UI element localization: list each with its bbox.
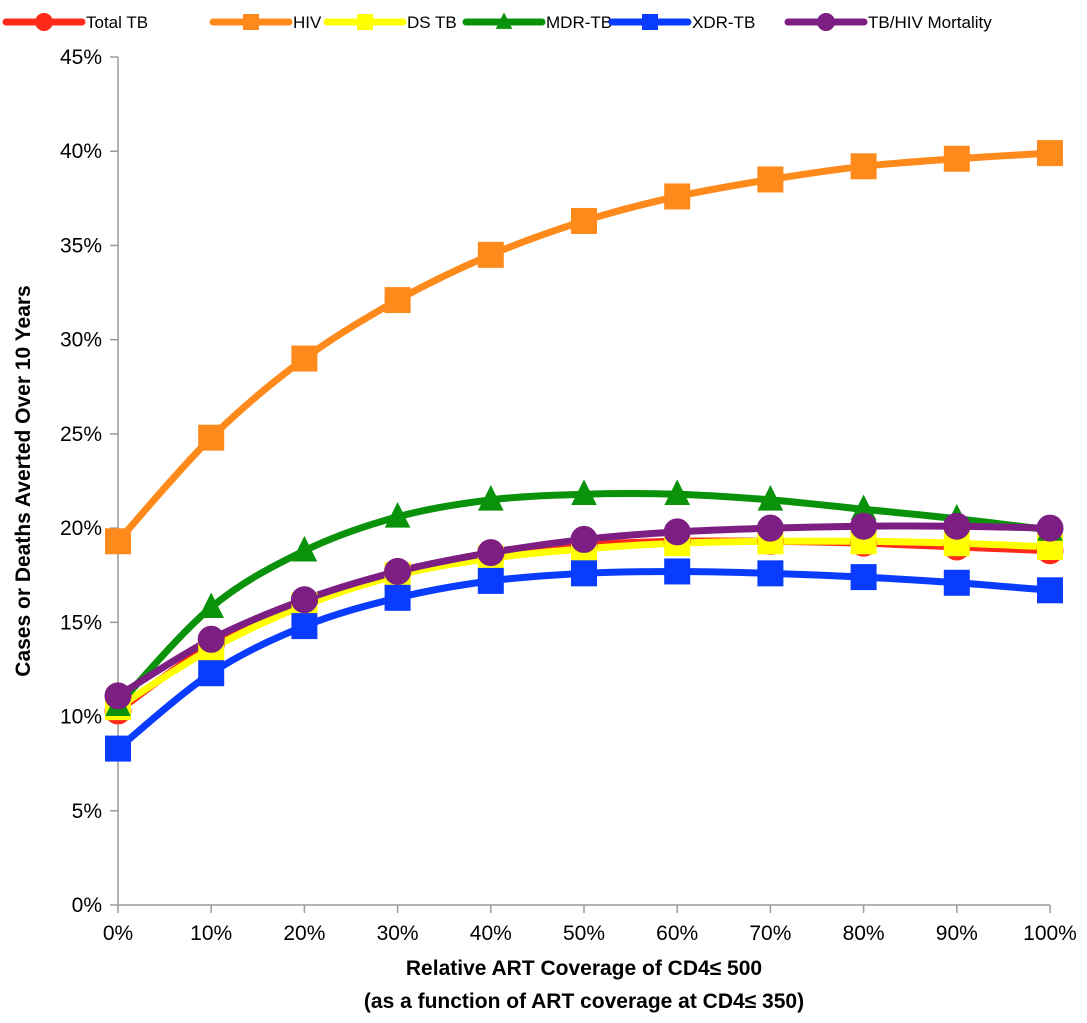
legend-marker bbox=[495, 12, 513, 29]
x-tick-label: 20% bbox=[283, 922, 325, 945]
legend-label: TB/HIV Mortality bbox=[868, 13, 992, 32]
legend-label: HIV bbox=[293, 13, 322, 32]
data-point-xdr-tb bbox=[850, 564, 877, 591]
x-tick-label: 60% bbox=[656, 922, 698, 945]
data-point-xdr-tb bbox=[105, 735, 131, 762]
x-axis-title-line1: Relative ART Coverage of CD4≤ 500 bbox=[406, 957, 762, 980]
y-tick-label: 35% bbox=[60, 234, 102, 257]
y-tick-label: 15% bbox=[60, 611, 102, 634]
x-tick-label: 30% bbox=[377, 922, 419, 945]
data-point-hiv bbox=[664, 183, 691, 210]
legend-label: MDR-TB bbox=[546, 13, 612, 32]
data-point-xdr-tb bbox=[477, 567, 504, 594]
data-point-xdr-tb bbox=[571, 560, 597, 587]
legend-item-ds-tb: DS TB bbox=[323, 13, 457, 32]
x-tick-label: 100% bbox=[1023, 922, 1077, 945]
series-line-hiv bbox=[114, 149, 1054, 545]
series-lines bbox=[114, 149, 1054, 753]
x-tick-label: 80% bbox=[843, 922, 885, 945]
x-ticks: 0% 10% 20% 30% 40% 50% 60% 70% 80% 90% 100% bbox=[103, 905, 1077, 945]
legend-marker bbox=[243, 14, 259, 30]
legend-item-hiv: HIV bbox=[209, 13, 322, 32]
legend-item-total-tb: Total TB bbox=[2, 13, 148, 32]
y-tick-label: 30% bbox=[60, 329, 102, 352]
data-point-xdr-tb bbox=[384, 584, 411, 611]
data-point-hiv bbox=[757, 166, 784, 193]
legend-item-mdr-tb: MDR-TB bbox=[462, 12, 612, 32]
legend: Total TB HIV DS TB MDR-TB XDR-TB TB/HIV Morta… bbox=[2, 12, 992, 32]
data-point-mdr-tb bbox=[477, 485, 504, 511]
x-tick-label: 50% bbox=[563, 922, 605, 945]
data-point-tb-hiv-mortality bbox=[756, 514, 784, 542]
legend-item-xdr-tb: XDR-TB bbox=[608, 13, 755, 32]
data-point-tb-hiv-mortality bbox=[290, 586, 318, 614]
legend-label: DS TB bbox=[407, 13, 457, 32]
data-point-xdr-tb bbox=[198, 660, 225, 687]
y-tick-label: 45% bbox=[60, 46, 102, 69]
x-axis-title-line2: (as a function of ART coverage at CD4≤ 3… bbox=[364, 990, 804, 1013]
data-point-tb-hiv-mortality bbox=[197, 625, 225, 653]
data-point-hiv bbox=[1037, 140, 1063, 167]
legend-marker bbox=[35, 13, 53, 31]
data-point-hiv bbox=[571, 207, 597, 234]
x-tick-label: 90% bbox=[936, 922, 978, 945]
y-axis-title: Cases or Deaths Averted Over 10 Years bbox=[12, 285, 35, 676]
data-point-tb-hiv-mortality bbox=[477, 539, 505, 567]
series-line-xdr-tb bbox=[114, 567, 1054, 753]
data-point-hiv bbox=[943, 145, 970, 172]
data-point-hiv bbox=[198, 424, 225, 451]
data-point-xdr-tb bbox=[291, 613, 318, 640]
data-point-hiv bbox=[105, 528, 131, 555]
data-point-hiv bbox=[291, 345, 318, 372]
data-point-hiv bbox=[477, 241, 504, 268]
y-tick-label: 10% bbox=[60, 706, 102, 729]
data-point-xdr-tb bbox=[943, 569, 970, 596]
data-point-xdr-tb bbox=[757, 560, 784, 587]
data-point-mdr-tb bbox=[291, 535, 318, 562]
legend-marker bbox=[817, 13, 835, 31]
data-point-tb-hiv-mortality bbox=[1036, 514, 1064, 542]
y-tick-label: 40% bbox=[60, 140, 102, 163]
data-point-tb-hiv-mortality bbox=[850, 512, 878, 540]
data-point-tb-hiv-mortality bbox=[384, 557, 412, 585]
data-point-tb-hiv-mortality bbox=[570, 525, 598, 553]
data-point-mdr-tb bbox=[384, 502, 411, 528]
data-point-mdr-tb bbox=[198, 592, 225, 619]
legend-item-tb-hiv-mortality: TB/HIV Mortality bbox=[784, 13, 992, 32]
y-ticks: 0% 5% 10% 15% 20% 25% 30% 35% 40% 45% bbox=[60, 46, 118, 917]
legend-marker bbox=[642, 14, 658, 30]
data-point-hiv bbox=[850, 153, 877, 180]
series-markers bbox=[104, 140, 1064, 762]
x-tick-label: 10% bbox=[190, 922, 232, 945]
data-point-xdr-tb bbox=[1037, 577, 1063, 604]
data-point-tb-hiv-mortality bbox=[943, 512, 971, 540]
x-tick-label: 0% bbox=[103, 922, 133, 945]
legend-label: Total TB bbox=[86, 13, 148, 32]
y-tick-label: 5% bbox=[72, 800, 102, 823]
data-point-mdr-tb bbox=[664, 479, 691, 505]
data-point-tb-hiv-mortality bbox=[104, 682, 132, 710]
data-point-xdr-tb bbox=[664, 558, 691, 585]
data-point-mdr-tb bbox=[757, 485, 784, 511]
y-tick-label: 25% bbox=[60, 423, 102, 446]
x-tick-label: 40% bbox=[470, 922, 512, 945]
data-point-mdr-tb bbox=[571, 479, 597, 505]
data-point-tb-hiv-mortality bbox=[663, 518, 691, 546]
y-tick-label: 20% bbox=[60, 517, 102, 540]
legend-marker bbox=[357, 14, 373, 30]
x-tick-label: 70% bbox=[749, 922, 791, 945]
legend-label: XDR-TB bbox=[692, 13, 755, 32]
data-point-hiv bbox=[384, 287, 411, 314]
y-tick-label: 0% bbox=[72, 894, 102, 917]
